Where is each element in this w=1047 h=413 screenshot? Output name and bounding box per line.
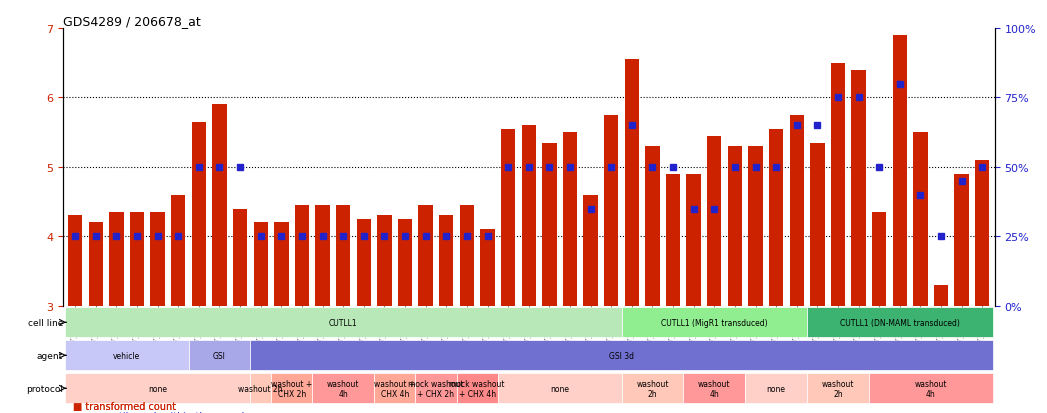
- Bar: [542, 143, 557, 306]
- Bar: [377, 216, 392, 306]
- Bar: [807, 373, 869, 403]
- Bar: [622, 373, 684, 403]
- Bar: [562, 133, 577, 306]
- Bar: [481, 230, 495, 306]
- Text: ■ transformed count: ■ transformed count: [73, 401, 176, 411]
- Text: washout
2h: washout 2h: [822, 379, 854, 398]
- Text: GSI: GSI: [213, 351, 226, 360]
- Bar: [295, 206, 309, 306]
- Bar: [192, 122, 206, 306]
- Bar: [312, 373, 374, 403]
- Bar: [768, 129, 783, 306]
- Bar: [336, 206, 351, 306]
- Bar: [439, 216, 453, 306]
- Bar: [250, 373, 271, 403]
- Text: GDS4289 / 206678_at: GDS4289 / 206678_at: [63, 15, 201, 28]
- Bar: [810, 143, 825, 306]
- Bar: [869, 373, 993, 403]
- Text: washout
4h: washout 4h: [914, 379, 946, 398]
- Bar: [171, 195, 185, 306]
- Text: CUTLL1 (MigR1 transduced): CUTLL1 (MigR1 transduced): [661, 318, 767, 327]
- Bar: [500, 129, 515, 306]
- Text: cell line: cell line: [28, 318, 63, 327]
- Bar: [315, 206, 330, 306]
- Bar: [851, 71, 866, 306]
- Bar: [416, 373, 456, 403]
- Text: ■ percentile rank within the sample: ■ percentile rank within the sample: [73, 411, 250, 413]
- Text: GSI 3d: GSI 3d: [609, 351, 634, 360]
- Bar: [684, 373, 745, 403]
- Bar: [109, 213, 124, 306]
- Bar: [374, 373, 416, 403]
- Bar: [913, 133, 928, 306]
- Bar: [250, 341, 993, 370]
- Text: protocol: protocol: [26, 384, 63, 393]
- Text: mock washout
+ CHX 2h: mock washout + CHX 2h: [408, 379, 464, 398]
- Bar: [893, 36, 907, 306]
- Text: washout +
CHX 4h: washout + CHX 4h: [374, 379, 416, 398]
- Bar: [151, 213, 164, 306]
- Text: CUTLL1 (DN-MAML transduced): CUTLL1 (DN-MAML transduced): [840, 318, 960, 327]
- Bar: [749, 147, 762, 306]
- Bar: [497, 373, 622, 403]
- Text: mock washout
+ CHX 4h: mock washout + CHX 4h: [449, 379, 505, 398]
- Bar: [188, 341, 250, 370]
- Text: none: none: [550, 384, 570, 393]
- Bar: [728, 147, 742, 306]
- Bar: [460, 206, 474, 306]
- Bar: [955, 174, 968, 306]
- Bar: [687, 174, 700, 306]
- Bar: [65, 308, 622, 337]
- Bar: [68, 216, 83, 306]
- Bar: [789, 116, 804, 306]
- Bar: [357, 219, 371, 306]
- Text: washout
2h: washout 2h: [637, 379, 669, 398]
- Bar: [130, 213, 144, 306]
- Text: vehicle: vehicle: [113, 351, 140, 360]
- Bar: [666, 174, 681, 306]
- Bar: [65, 373, 250, 403]
- Bar: [253, 223, 268, 306]
- Bar: [398, 219, 413, 306]
- Text: washout 2h: washout 2h: [239, 384, 283, 393]
- Bar: [419, 206, 432, 306]
- Bar: [271, 373, 312, 403]
- Bar: [975, 161, 989, 306]
- Text: agent: agent: [37, 351, 63, 360]
- Bar: [645, 147, 660, 306]
- Bar: [456, 373, 497, 403]
- Bar: [89, 223, 103, 306]
- Bar: [872, 213, 887, 306]
- Bar: [745, 373, 807, 403]
- Text: washout +
CHX 2h: washout + CHX 2h: [271, 379, 312, 398]
- Bar: [521, 126, 536, 306]
- Bar: [583, 195, 598, 306]
- Text: washout
4h: washout 4h: [327, 379, 359, 398]
- Bar: [274, 223, 289, 306]
- Bar: [65, 341, 188, 370]
- Bar: [830, 64, 845, 306]
- Text: CUTLL1: CUTLL1: [329, 318, 357, 327]
- Bar: [622, 308, 807, 337]
- Bar: [807, 308, 993, 337]
- Bar: [232, 209, 247, 306]
- Text: ■ transformed count: ■ transformed count: [73, 401, 176, 411]
- Bar: [604, 116, 619, 306]
- Text: none: none: [766, 384, 785, 393]
- Text: washout
4h: washout 4h: [698, 379, 731, 398]
- Text: none: none: [149, 384, 168, 393]
- Bar: [707, 136, 721, 306]
- Bar: [213, 105, 227, 306]
- Bar: [934, 285, 949, 306]
- Bar: [625, 60, 639, 306]
